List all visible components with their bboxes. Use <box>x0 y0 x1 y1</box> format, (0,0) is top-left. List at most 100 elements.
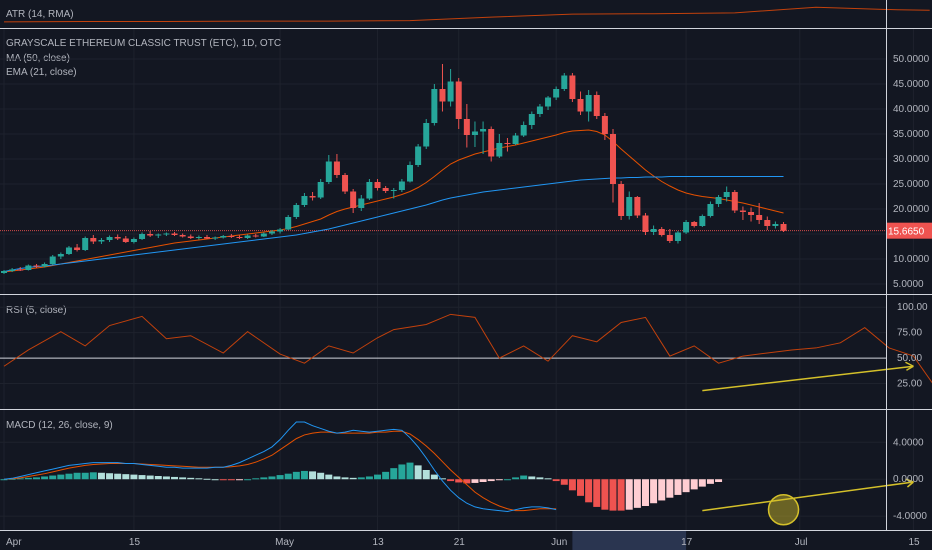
candle-body <box>212 237 219 239</box>
macd-histogram-bar <box>382 471 390 480</box>
macd-title: MACD (12, 26, close, 9) <box>6 420 113 431</box>
time-axis[interactable]: Apr15May1321Jun17Jul1523 <box>6 531 932 550</box>
macd-histogram-bar <box>106 473 114 480</box>
candle-body <box>187 236 194 238</box>
price-tick-label: 50.0000 <box>893 54 930 65</box>
macd-histogram-bar <box>658 479 666 501</box>
macd-histogram-bar <box>503 479 511 481</box>
candle-body <box>317 182 324 198</box>
candle-body <box>463 119 470 135</box>
candle-body <box>228 236 235 237</box>
candle-body <box>277 229 284 232</box>
candle-body <box>114 237 121 239</box>
candle-body <box>333 161 340 175</box>
candle-body <box>358 198 365 208</box>
price-tick-label: 20.0000 <box>893 204 930 215</box>
rsi-title: RSI (5, close) <box>6 305 67 316</box>
macd-histogram-bar <box>544 478 552 480</box>
candle-body <box>731 192 738 211</box>
atr-lines <box>3 6 930 23</box>
candle-body <box>601 116 608 134</box>
candle-body <box>285 217 292 230</box>
price-panel[interactable]: GRAYSCALE ETHEREUM CLASSIC TRUST (ETC), … <box>0 38 932 290</box>
macd-histogram-bar <box>625 479 633 510</box>
candle-body <box>106 237 113 240</box>
candle-body <box>642 215 649 232</box>
candle-body <box>301 196 308 205</box>
candle-body <box>553 89 560 98</box>
macd-histogram <box>0 441 886 517</box>
macd-histogram-bar <box>520 475 528 480</box>
candle-body <box>147 234 154 236</box>
candle-body <box>666 235 673 241</box>
macd-histogram-bar <box>617 479 625 511</box>
candle-body <box>74 247 81 250</box>
macd-histogram-bar <box>406 462 414 480</box>
macd-histogram-bar <box>179 477 187 480</box>
macd-histogram-bar <box>357 477 365 480</box>
candle-body <box>772 224 779 226</box>
macd-histogram-bar <box>463 479 471 484</box>
macd-histogram-bar <box>593 479 601 507</box>
price-tick-label: 40.0000 <box>893 104 930 115</box>
panel-separators[interactable] <box>0 0 932 531</box>
price-tick-label: 45.0000 <box>893 79 930 90</box>
candles[interactable] <box>1 64 787 274</box>
candle-body <box>536 106 543 114</box>
macd-histogram-bar <box>365 476 373 480</box>
rsi-line <box>3 313 932 384</box>
macd-histogram-bar <box>195 478 203 480</box>
candle-body <box>626 197 633 216</box>
macd-histogram-bar <box>666 479 674 498</box>
rsi-tick-label: 25.00 <box>897 379 922 390</box>
rsi-panel[interactable]: RSI (5, close) 100.00 75.00 50.00 25.00 <box>0 302 932 392</box>
candle-body <box>764 220 771 226</box>
macd-histogram-bar <box>430 474 438 480</box>
price-tick-label: 10.0000 <box>893 254 930 265</box>
candle-body <box>171 233 178 235</box>
candle-body <box>512 135 519 144</box>
macd-line <box>3 421 557 513</box>
macd-histogram-bar <box>122 474 130 480</box>
macd-histogram-bar <box>422 470 430 480</box>
last-price-label: 15.6650 <box>888 227 925 238</box>
macd-histogram-bar <box>81 472 89 480</box>
ema-legend: EMA (21, close) <box>6 67 77 78</box>
candle-body <box>236 237 243 238</box>
macd-panel[interactable]: MACD (12, 26, close, 9) 4.0000 0.0000 -4.0… <box>0 420 927 526</box>
macd-histogram-bar <box>585 479 593 503</box>
candle-body <box>423 123 430 147</box>
candle-body <box>252 235 259 237</box>
candle-body <box>82 238 89 250</box>
macd-histogram-bar <box>244 479 252 481</box>
macd-axis[interactable]: 4.0000 0.0000 -4.0000 <box>893 437 927 522</box>
macd-histogram-bar <box>203 478 211 480</box>
macd-histogram-bar <box>138 475 146 480</box>
candle-body <box>57 254 64 257</box>
rsi-axis[interactable]: 100.00 75.00 50.00 25.00 <box>897 302 928 389</box>
macd-trendline-arrowhead <box>905 478 914 488</box>
candle-body <box>618 184 625 216</box>
macd-histogram-bar <box>374 474 382 480</box>
macd-histogram-bar <box>698 479 706 487</box>
atr-panel[interactable]: ATR (14, RMA) <box>3 6 930 23</box>
macd-histogram-bar <box>130 474 138 480</box>
last-price-badge <box>886 222 932 239</box>
macd-histogram-bar <box>682 479 690 493</box>
time-axis-selection <box>572 531 687 550</box>
macd-histogram-bar <box>536 477 544 480</box>
candle-body <box>520 125 527 136</box>
macd-histogram-bar <box>32 477 40 480</box>
candle-body <box>610 134 616 184</box>
candle-body <box>163 233 170 235</box>
time-tick-label: May <box>275 537 294 548</box>
rsi-lines <box>0 306 932 392</box>
macd-histogram-bar <box>0 479 8 481</box>
macd-histogram-bar <box>171 476 179 480</box>
macd-histogram-bar <box>260 477 268 480</box>
macd-tick-label: -4.0000 <box>893 511 927 522</box>
macd-histogram-bar <box>154 476 162 480</box>
time-tick-label: 15 <box>908 537 920 548</box>
atr-title: ATR (14, RMA) <box>6 9 74 20</box>
